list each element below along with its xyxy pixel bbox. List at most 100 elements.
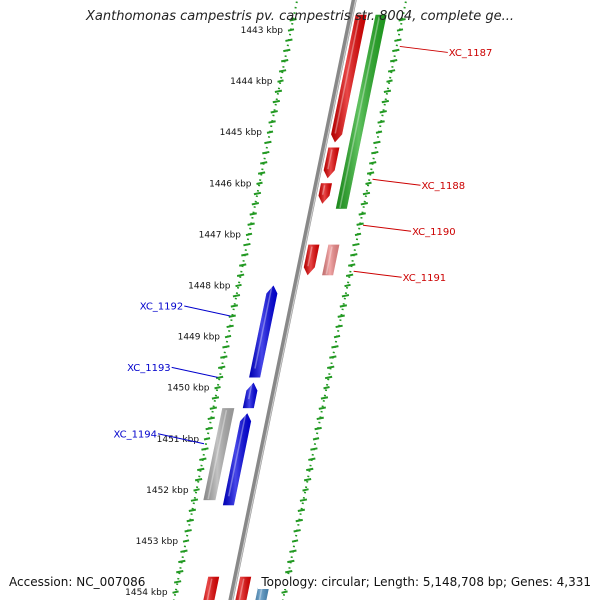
- gene-reverse-10[interactable]: [222, 413, 252, 506]
- gene-forward-1[interactable]: [323, 147, 340, 179]
- ruler-tick: [289, 549, 297, 553]
- ruler-tick: [274, 89, 283, 94]
- ruler-tick: [272, 99, 281, 104]
- ruler-tick: [323, 386, 330, 390]
- gene-forward-3[interactable]: [303, 244, 320, 276]
- gene-forward-2[interactable]: [318, 183, 333, 204]
- gene-forward-4[interactable]: [232, 576, 252, 600]
- svg-text:XC_1188: XC_1188: [422, 181, 466, 192]
- gene-reverse-9[interactable]: [242, 382, 258, 409]
- ruler-tick: [215, 375, 224, 380]
- ruler: 1443 kbp 1444 kbp 1445 kbp 1446 kbp 1447 kbp…: [125, 0, 408, 600]
- ruler-tick: [224, 334, 232, 339]
- ruler-tick: [281, 58, 289, 63]
- ruler-tick-label: 1451 kbp: [157, 435, 200, 445]
- gene-label-xc-1193[interactable]: XC_1193: [127, 363, 218, 378]
- feature-forward-outer-5[interactable]: [335, 14, 387, 209]
- ruler-tick: [344, 283, 351, 288]
- ruler-tick: [383, 89, 392, 94]
- feature-forward-outer-6[interactable]: [322, 244, 340, 276]
- gene-label-xc-1187[interactable]: XC_1187: [399, 45, 493, 59]
- ruler-tick: [331, 345, 339, 349]
- ruler-tick: [243, 242, 251, 247]
- ruler-tick: [235, 283, 242, 288]
- gene-label-xc-1190[interactable]: XC_1190: [363, 224, 456, 238]
- ruler-tick: [371, 150, 379, 155]
- ruler-tick: [207, 416, 215, 421]
- ruler-tick: [278, 69, 287, 73]
- gene-label-xc-1191[interactable]: XC_1191: [353, 270, 447, 284]
- ruler-tick: [247, 222, 255, 226]
- backbone-highlight: [231, 0, 357, 600]
- ruler-tick: [310, 447, 318, 451]
- feature-tracks[interactable]: [199, 14, 387, 600]
- ruler-tick: [327, 365, 335, 369]
- ruler-tick: [289, 18, 297, 22]
- ruler-tick: [184, 529, 192, 533]
- ruler-tick: [285, 569, 293, 574]
- ruler-tick: [339, 304, 348, 308]
- ruler-tick: [201, 447, 209, 451]
- gene-reverse-11[interactable]: [199, 576, 220, 600]
- ruler-tick: [303, 477, 312, 482]
- ruler-tick: [245, 232, 253, 237]
- ruler-tick: [394, 38, 402, 42]
- ruler-tick: [251, 202, 260, 206]
- backbone: [228, 0, 357, 600]
- ruler-tick-label: 1447 kbp: [199, 230, 242, 240]
- ruler-tick: [190, 498, 199, 502]
- ruler-tick: [176, 569, 184, 574]
- ruler-tick: [354, 232, 362, 237]
- ruler-tick: [222, 345, 230, 349]
- ruler-tick: [232, 294, 241, 298]
- svg-text:XC_1190: XC_1190: [412, 227, 456, 238]
- ruler-tick: [182, 539, 190, 543]
- gene-forward-0[interactable]: [331, 14, 367, 143]
- ruler-tick: [302, 488, 309, 492]
- ruler-tick: [365, 181, 372, 185]
- ruler-tick: [287, 559, 295, 564]
- ruler-tick: [379, 110, 387, 114]
- ruler-tick: [281, 590, 288, 594]
- map-title: Xanthomonas campestris pv. campestris st…: [86, 9, 514, 24]
- gene-label-xc-1192[interactable]: XC_1192: [140, 302, 231, 317]
- ruler-tick: [345, 273, 354, 277]
- svg-text:XC_1187: XC_1187: [449, 48, 493, 59]
- ruler-tick: [211, 396, 220, 400]
- ruler-tick-label: 1449 kbp: [178, 333, 221, 343]
- ruler-tick: [199, 457, 207, 461]
- ruler-tick: [218, 365, 226, 369]
- gene-label-xc-1194[interactable]: XC_1194: [113, 429, 205, 445]
- ruler-tick: [228, 314, 236, 318]
- ruler-tick: [239, 263, 247, 267]
- gene-label-xc-1188[interactable]: XC_1188: [372, 178, 466, 192]
- topology-text: Topology: circular; Length: 5,148,708 bp…: [258, 575, 591, 589]
- gene-reverse-8[interactable]: [249, 285, 278, 378]
- ruler-tick: [194, 477, 203, 482]
- ruler-tick: [291, 539, 299, 543]
- ruler-tick-label: 1454 kbp: [125, 588, 168, 598]
- ruler-tick: [369, 161, 377, 165]
- ruler-tick: [178, 559, 186, 564]
- ruler-tick: [396, 28, 404, 32]
- gene-labels[interactable]: XC_1187 XC_1188 XC_1190 XC_1191 XC_1192 XC_11…: [113, 45, 493, 445]
- ruler-tick: [188, 508, 197, 513]
- ruler-tick: [186, 518, 194, 523]
- ruler-tick: [373, 140, 381, 145]
- feature-reverse-outer-12[interactable]: [203, 408, 235, 501]
- ruler-tick: [203, 437, 211, 441]
- ruler-tick: [293, 529, 301, 533]
- backbone-line: [228, 0, 357, 600]
- ruler-tick: [205, 426, 213, 431]
- ruler-tick: [256, 181, 263, 185]
- ruler-tick: [324, 375, 333, 380]
- ruler-tick: [381, 99, 390, 104]
- ruler-tick: [193, 488, 200, 492]
- ruler-tick: [356, 222, 364, 226]
- ruler-tick-label: 1446 kbp: [209, 179, 252, 189]
- ruler-tick: [314, 426, 322, 431]
- svg-text:XC_1191: XC_1191: [403, 273, 447, 284]
- ruler-tick: [333, 334, 341, 339]
